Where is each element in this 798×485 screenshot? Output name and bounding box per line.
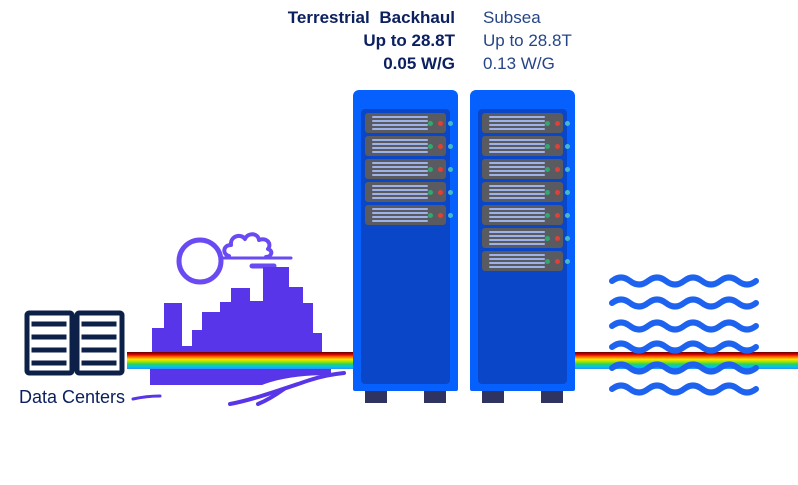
led-cyan-icon [565,189,570,195]
led-cyan-icon [565,235,570,241]
led-red-icon [438,120,443,126]
led-cyan-icon [565,143,570,149]
led-red-icon [555,212,560,218]
server-unit [482,136,570,156]
led-cyan-icon [565,258,570,264]
led-red-icon [555,143,560,149]
led-green-icon [428,120,433,126]
server-vents [489,162,545,176]
server-unit [482,159,570,179]
wave-line [609,274,759,288]
led-green-icon [545,166,550,172]
wave-line [609,319,759,333]
rack-foot [424,391,446,403]
led-green-icon [545,143,550,149]
server-vents [489,231,545,245]
subsea-title: Subsea [483,8,541,27]
server-unit [365,182,453,202]
rack-panel [361,109,453,384]
led-cyan-icon [565,166,570,172]
server-cabinet-icon [74,310,125,376]
wave-line [609,340,759,354]
led-red-icon [438,212,443,218]
led-cyan-icon [448,143,453,149]
led-green-icon [545,189,550,195]
building [313,333,322,370]
led-red-icon [555,258,560,264]
led-green-icon [545,120,550,126]
server-unit [365,136,453,156]
led-red-icon [555,189,560,195]
building [289,287,303,370]
led-green-icon [428,166,433,172]
building [303,303,313,370]
led-red-icon [555,120,560,126]
server-vents [489,208,545,222]
wave-line [609,361,759,375]
server-unit [482,113,570,133]
server-unit [482,182,570,202]
led-cyan-icon [565,120,570,126]
led-green-icon [545,258,550,264]
terrestrial-power: 0.05 W/G [383,54,455,73]
server-vents [372,139,428,153]
rack-foot [541,391,563,403]
led-red-icon [555,235,560,241]
led-cyan-icon [448,212,453,218]
server-unit [365,205,453,225]
terrestrial-backhaul-label: Terrestrial Backhaul Up to 28.8T 0.05 W/… [250,6,455,75]
server-vents [489,139,545,153]
rack-foot [365,391,387,403]
server-unit [365,113,453,133]
server-vents [489,185,545,199]
led-cyan-icon [565,212,570,218]
server-vents [489,254,545,268]
rack-foot [482,391,504,403]
server-vents [372,162,428,176]
led-red-icon [555,166,560,172]
server-vents [372,185,428,199]
led-cyan-icon [448,189,453,195]
terrestrial-title: Terrestrial Backhaul [287,8,455,27]
led-green-icon [428,212,433,218]
wave-line [609,296,759,310]
rack-panel [478,109,570,384]
subsea-label: Subsea Up to 28.8T 0.13 W/G [483,6,663,75]
server-unit [482,205,570,225]
data-centers-label: Data Centers [18,387,126,407]
server-unit [482,251,570,271]
led-red-icon [438,166,443,172]
cloud-icon [219,232,293,269]
server-cabinet-icon [24,310,75,376]
led-cyan-icon [448,166,453,172]
city-base [131,368,346,406]
spectrum-band-left [127,352,353,369]
led-green-icon [428,143,433,149]
server-vents [489,116,545,130]
subsea-capacity: Up to 28.8T [483,31,572,50]
sun-icon [176,237,224,285]
led-red-icon [438,143,443,149]
building [220,302,231,370]
led-red-icon [438,189,443,195]
building [231,288,250,370]
server-unit [365,159,453,179]
terrestrial-rack [353,90,458,403]
subsea-rack [470,90,575,403]
server-vents [372,208,428,222]
terrestrial-capacity: Up to 28.8T [363,31,455,50]
server-unit [482,228,570,248]
led-green-icon [428,189,433,195]
led-green-icon [545,212,550,218]
led-cyan-icon [448,120,453,126]
building [192,330,202,370]
server-vents [372,116,428,130]
wave-line [609,382,759,396]
led-green-icon [545,235,550,241]
subsea-power: 0.13 W/G [483,54,555,73]
